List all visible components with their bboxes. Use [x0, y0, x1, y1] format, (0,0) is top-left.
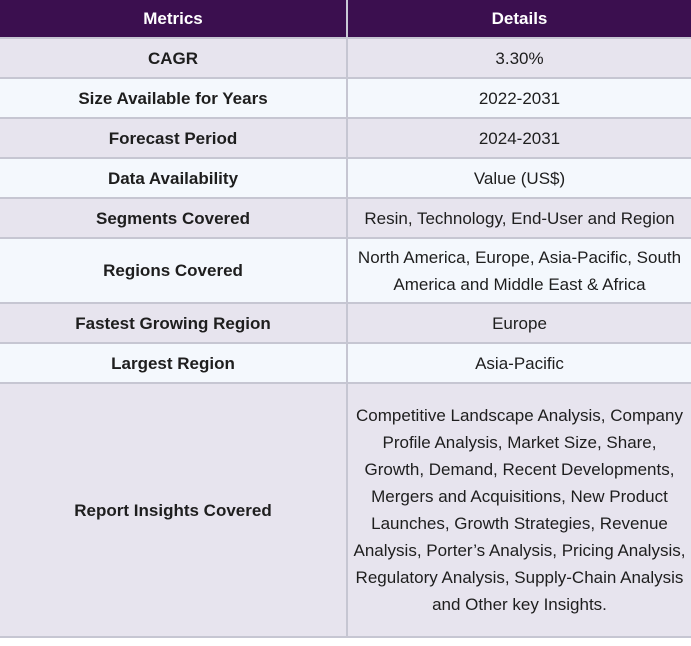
header-metrics: Metrics: [0, 0, 348, 38]
metric-cell: Segments Covered: [0, 197, 348, 239]
detail-cell: Competitive Landscape Analysis, Company …: [346, 382, 691, 638]
detail-cell: 2022-2031: [346, 77, 691, 119]
table-header-row: Metrics Details: [0, 0, 691, 38]
detail-cell: 3.30%: [346, 37, 691, 79]
detail-cell: Resin, Technology, End-User and Region: [346, 197, 691, 239]
metric-cell: Largest Region: [0, 342, 348, 384]
metric-cell: CAGR: [0, 37, 348, 79]
detail-cell: Asia-Pacific: [346, 342, 691, 384]
metric-cell: Fastest Growing Region: [0, 302, 348, 344]
detail-cell: North America, Europe, Asia-Pacific, Sou…: [346, 237, 691, 304]
detail-cell: Europe: [346, 302, 691, 344]
table-row: Size Available for Years 2022-2031: [0, 77, 691, 119]
table-row: Segments Covered Resin, Technology, End-…: [0, 197, 691, 239]
metric-cell: Size Available for Years: [0, 77, 348, 119]
table-row: Largest Region Asia-Pacific: [0, 342, 691, 384]
metric-cell: Regions Covered: [0, 237, 348, 304]
table-row: Data Availability Value (US$): [0, 157, 691, 199]
metric-cell: Data Availability: [0, 157, 348, 199]
table-row: CAGR 3.30%: [0, 37, 691, 79]
metric-cell: Report Insights Covered: [0, 382, 348, 638]
table-row: Report Insights Covered Competitive Land…: [0, 382, 691, 638]
detail-cell: Value (US$): [346, 157, 691, 199]
table-row: Regions Covered North America, Europe, A…: [0, 237, 691, 304]
table-row: Fastest Growing Region Europe: [0, 302, 691, 344]
metric-cell: Forecast Period: [0, 117, 348, 159]
detail-cell: 2024-2031: [346, 117, 691, 159]
header-details: Details: [347, 0, 691, 38]
table-row: Forecast Period 2024-2031: [0, 117, 691, 159]
